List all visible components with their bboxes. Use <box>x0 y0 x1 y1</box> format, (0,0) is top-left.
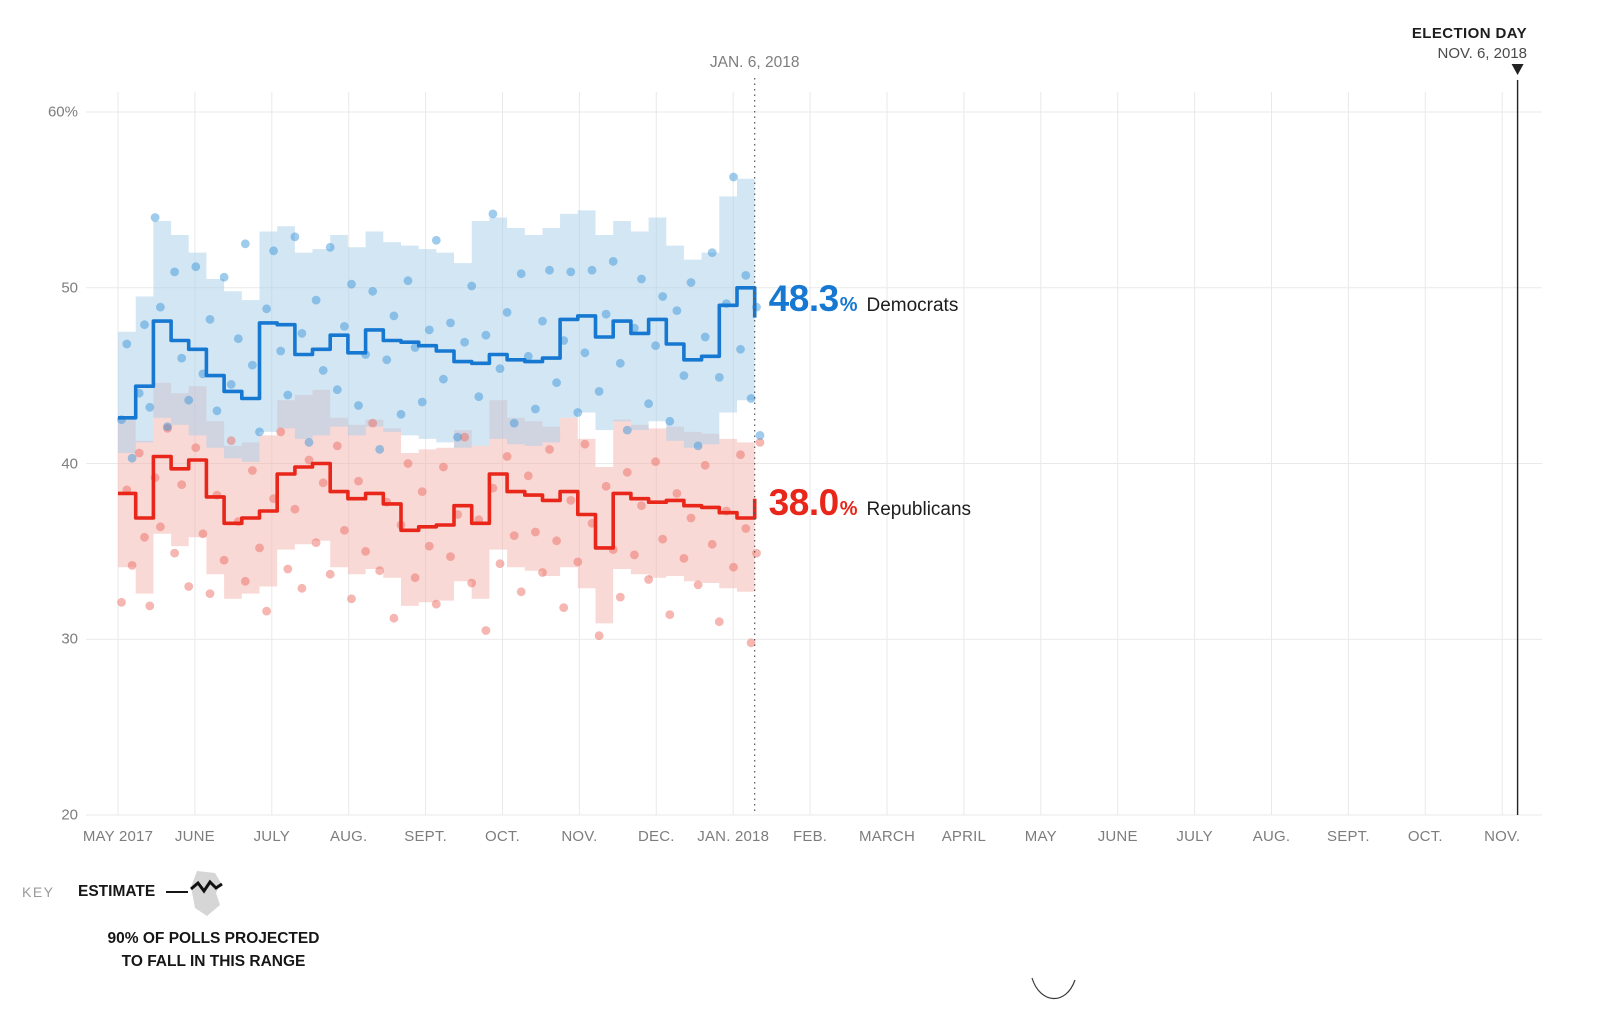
rep-poll-dots <box>117 418 765 648</box>
election-day-marker <box>1511 64 1524 815</box>
election-day-title: ELECTION DAY <box>1411 25 1527 42</box>
x-axis-tick-2: JULY <box>253 828 290 845</box>
key-range-caption: 90% OF POLLS PROJECTED TO FALL IN THIS R… <box>96 927 331 973</box>
x-axis-tick-6: NOV. <box>561 828 598 845</box>
x-axis-tick-8: JAN. 2018 <box>697 828 770 845</box>
democrats-value: 48.3 <box>768 277 840 319</box>
dem-estimate-line <box>118 286 757 420</box>
key-pointer-line <box>166 891 188 893</box>
x-axis-tick-16: SEPT. <box>1327 828 1370 845</box>
x-axis-tick-15: AUG. <box>1252 828 1291 845</box>
x-axis-tick-9: FEB. <box>793 828 828 845</box>
x-axis-tick-17: OCT. <box>1407 828 1443 845</box>
rep-estimate-line <box>118 454 757 550</box>
y-axis-tick-1: 50 <box>61 279 78 297</box>
y-axis-tick-3: 30 <box>61 630 78 648</box>
x-axis-tick-18: NOV. <box>1484 828 1521 845</box>
x-axis-tick-1: JUNE <box>174 828 215 845</box>
dem-poll-dots <box>117 172 765 463</box>
y-axis-tick-0: 60% <box>47 103 78 121</box>
x-axis-tick-11: APRIL <box>941 828 987 845</box>
democrats-name: Democrats <box>866 294 959 316</box>
democrats-percent-sign: % <box>839 293 858 316</box>
key-swatch-icon <box>188 870 226 923</box>
key-heading: KEY <box>22 884 55 900</box>
x-axis-tick-5: OCT. <box>485 828 520 845</box>
election-day-date: NOV. 6, 2018 <box>1437 45 1527 62</box>
democrats-value-label: 48.3 % Democrats <box>769 278 959 320</box>
x-axis-tick-13: JUNE <box>1097 828 1138 845</box>
republicans-value-label: 38.0 % Republicans <box>769 482 971 524</box>
x-axis-tick-0: MAY 2017 <box>82 828 154 845</box>
x-axis-tick-12: MAY <box>1024 828 1057 845</box>
y-axis-tick-4: 20 <box>61 806 78 824</box>
key-range-line1: 90% OF POLLS PROJECTED <box>107 930 320 947</box>
x-axis-tick-14: JULY <box>1176 828 1213 845</box>
rep-projection-band <box>118 382 755 624</box>
x-axis-tick-3: AUG. <box>329 828 368 845</box>
key-estimate-label: ESTIMATE <box>78 883 156 900</box>
x-axis-tick-4: SEPT. <box>404 828 447 845</box>
today-date-label: JAN. 6, 2018 <box>709 54 800 71</box>
y-axis-tick-2: 40 <box>61 455 78 472</box>
key-band-blob <box>191 871 221 916</box>
republicans-percent-sign: % <box>839 497 858 520</box>
x-axis-tick-10: MARCH <box>859 828 915 845</box>
key-estimate-squiggle-icon <box>190 879 223 894</box>
election-day-annotation: ELECTION DAY NOV. 6, 2018 <box>1412 24 1527 64</box>
republicans-value: 38.0 <box>768 481 840 523</box>
republicans-name: Republicans <box>866 498 972 520</box>
x-axis-tick-7: DEC. <box>637 828 675 845</box>
key-range-line2: TO FALL IN THIS RANGE <box>121 953 306 970</box>
decorative-curve <box>1031 977 1076 1000</box>
